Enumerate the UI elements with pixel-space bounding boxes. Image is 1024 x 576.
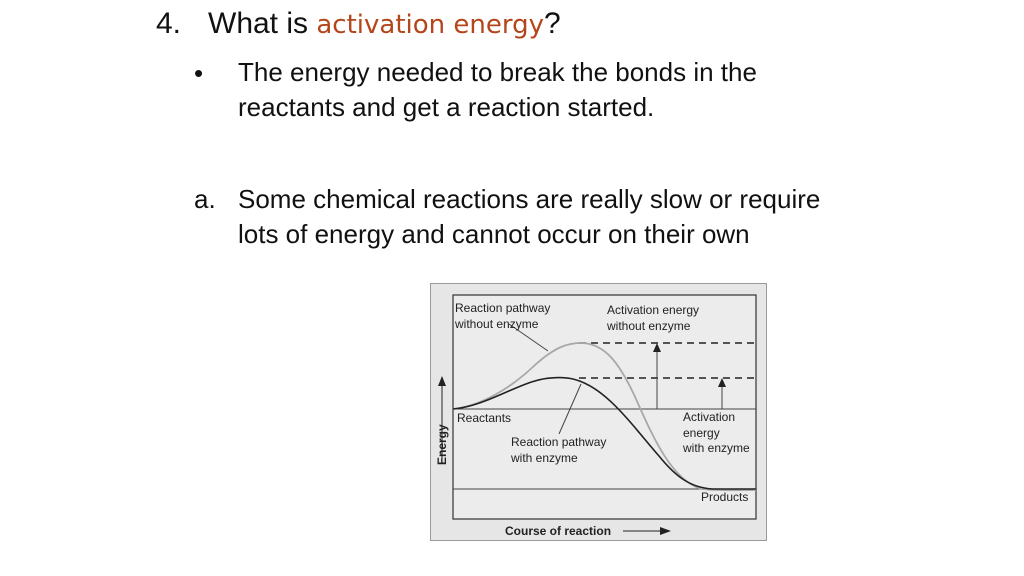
sub-point-marker: a. — [194, 184, 216, 214]
energy-diagram-svg: Reaction pathway without enzyme Activati… — [435, 294, 757, 538]
heading-highlight: activation energy — [316, 10, 544, 40]
heading-prefix: What is — [208, 7, 317, 40]
bullet-marker: • — [194, 58, 204, 88]
label-pathway-with-2: with enzyme — [510, 451, 578, 465]
label-activation-with-2: energy — [683, 426, 720, 440]
label-activation-without-1: Activation energy — [607, 303, 699, 317]
curve-with-enzyme — [452, 376, 756, 490]
pointer-with-enzyme — [558, 383, 582, 435]
label-reactants: Reactants — [457, 411, 511, 425]
label-activation-without-2: without enzyme — [606, 319, 691, 333]
activation-without-arrow-head — [653, 343, 661, 352]
label-pathway-with-1: Reaction pathway — [511, 435, 606, 449]
label-activation-with-1: Activation — [683, 410, 735, 424]
bullet-text: The energy needed to break the bonds in … — [238, 57, 757, 122]
pointer-without-enzyme — [508, 323, 549, 352]
heading-suffix: ? — [544, 7, 561, 40]
y-axis-arrow-head — [438, 376, 446, 386]
slide-heading: 4. What is activation energy? — [156, 4, 561, 45]
label-pathway-without-2: without enzyme — [454, 317, 539, 331]
y-axis-label: Energy — [435, 424, 449, 465]
heading-number: 4. — [156, 7, 182, 40]
label-pathway-without-1: Reaction pathway — [455, 301, 550, 315]
activation-energy-diagram: Reaction pathway without enzyme Activati… — [430, 283, 767, 541]
activation-with-arrow-head — [718, 378, 726, 387]
x-axis-arrow-head — [660, 527, 671, 535]
plot-frame — [452, 294, 757, 520]
label-products: Products — [701, 490, 748, 504]
sub-point-text: Some chemical reactions are really slow … — [238, 184, 821, 249]
curve-without-enzyme — [452, 342, 757, 492]
label-activation-with-3: with enzyme — [682, 441, 750, 455]
x-axis-label: Course of reaction — [505, 524, 611, 538]
